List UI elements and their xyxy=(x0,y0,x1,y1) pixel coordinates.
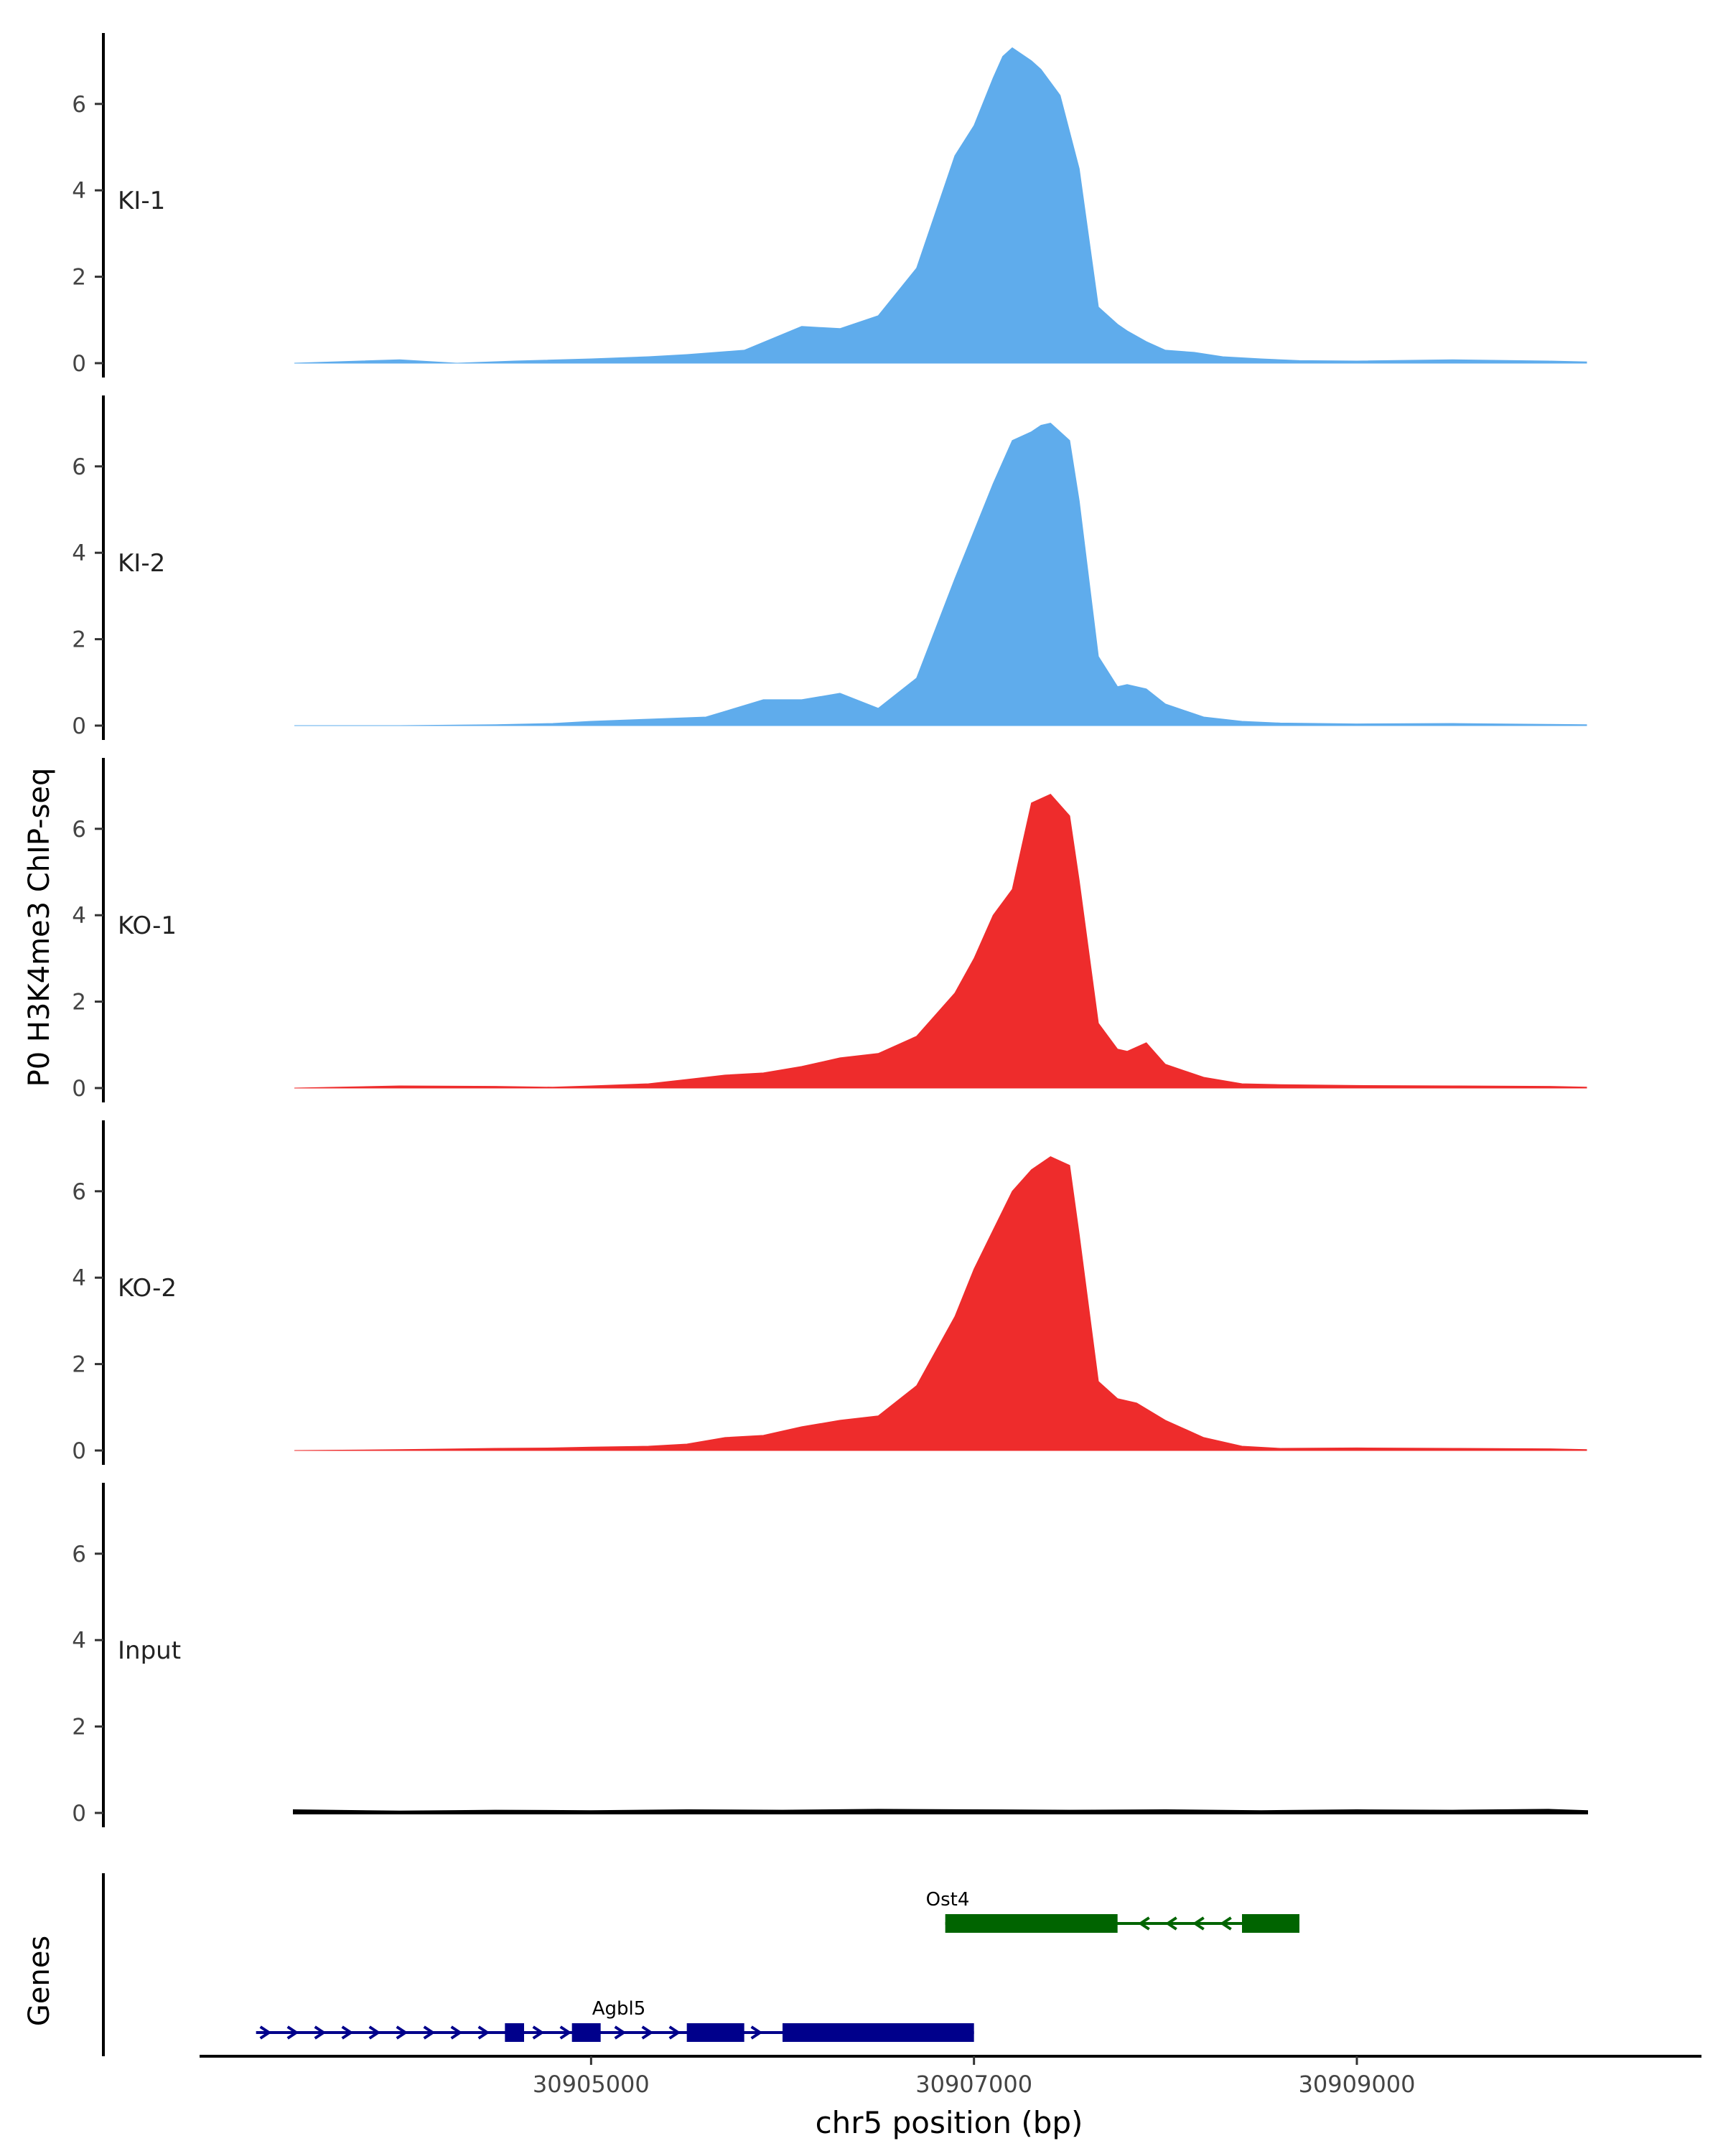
gene-strand-arrow-agbl5 xyxy=(396,2025,408,2040)
gene-strand-arrow-agbl5 xyxy=(559,2025,572,2040)
signal-area-ko-1 xyxy=(294,793,1587,1089)
gene-strand-arrow-agbl5 xyxy=(614,2025,627,2040)
signal-area-ko-2 xyxy=(294,1156,1587,1451)
y-tick-label-ki-1-2: 2 xyxy=(72,265,86,291)
y-tick-label-ki-2-6: 6 xyxy=(72,454,86,480)
y-tick-label-ki-2-4: 4 xyxy=(72,540,86,566)
gene-strand-arrow-agbl5 xyxy=(477,2025,490,2040)
signal-area-ki-1 xyxy=(294,47,1587,364)
x-tick-label-30905000: 30905000 xyxy=(533,2071,650,2098)
gene-strand-arrow-agbl5 xyxy=(286,2025,299,2040)
y-tick-label-ko-1-4: 4 xyxy=(72,903,86,929)
gene-strand-arrow-agbl5 xyxy=(341,2025,354,2040)
y-axis-title: P0 H3K4me3 ChIP-seq xyxy=(23,768,56,1087)
gene-strand-arrow-ost4 xyxy=(1220,1916,1232,1931)
track-label-ko-2: KO-2 xyxy=(118,1274,177,1303)
gene-strand-arrow-agbl5 xyxy=(423,2025,436,2040)
y-tick-label-ko-2-2: 2 xyxy=(72,1352,86,1378)
y-tick-label-input-2: 2 xyxy=(72,1715,86,1740)
y-tick-label-ki-2-2: 2 xyxy=(72,627,86,653)
x-axis-title: chr5 position (bp) xyxy=(816,2105,1083,2140)
gene-exon-agbl5-1 xyxy=(505,2023,524,2042)
y-tick-label-ko-2-4: 4 xyxy=(72,1265,86,1291)
gene-label-agbl5: Agbl5 xyxy=(592,1998,646,2020)
y-tick-label-ki-2-0: 0 xyxy=(72,713,86,739)
gene-strand-arrow-ost4 xyxy=(1138,1916,1150,1931)
gene-label-ost4: Ost4 xyxy=(926,1889,970,1911)
gene-strand-arrow-agbl5 xyxy=(641,2025,654,2040)
y-tick-label-ko-2-0: 0 xyxy=(72,1438,86,1464)
gene-strand-arrow-agbl5 xyxy=(368,2025,381,2040)
gene-strand-arrow-ost4 xyxy=(1165,1916,1177,1931)
track-label-input: Input xyxy=(118,1636,181,1665)
y-tick-label-ki-1-6: 6 xyxy=(72,92,86,118)
y-tick-label-ko-1-2: 2 xyxy=(72,990,86,1016)
track-label-ki-2: KI-2 xyxy=(118,549,165,578)
gene-strand-arrow-agbl5 xyxy=(314,2025,327,2040)
gene-strand-arrow-ost4 xyxy=(1192,1916,1205,1931)
y-tick-label-ko-2-6: 6 xyxy=(72,1179,86,1205)
x-tick-label-30909000: 30909000 xyxy=(1299,2071,1416,2098)
gene-strand-arrow-agbl5 xyxy=(450,2025,463,2040)
y-tick-label-input-4: 4 xyxy=(72,1628,86,1654)
gene-strand-arrow-agbl5 xyxy=(532,2025,545,2040)
gene-exon-ost4-1 xyxy=(945,1914,1118,1933)
gene-strand-arrow-agbl5 xyxy=(259,2025,272,2040)
y-tick-label-ki-1-4: 4 xyxy=(72,178,86,204)
track-label-ko-1: KO-1 xyxy=(118,911,177,940)
y-tick-label-input-0: 0 xyxy=(72,1801,86,1827)
signal-area-ki-2 xyxy=(294,423,1587,726)
y-tick-label-ko-1-6: 6 xyxy=(72,817,86,843)
gene-exon-agbl5-4 xyxy=(783,2023,974,2042)
gene-exon-ost4-2 xyxy=(1242,1914,1299,1933)
y-tick-label-input-6: 6 xyxy=(72,1542,86,1567)
gene-exon-agbl5-2 xyxy=(571,2023,601,2042)
x-tick-label-30907000: 30907000 xyxy=(915,2071,1032,2098)
genes-axis-title: Genes xyxy=(23,1936,56,2026)
gene-strand-arrow-agbl5 xyxy=(750,2025,763,2040)
track-label-ki-1: KI-1 xyxy=(118,187,165,215)
signal-area-input xyxy=(293,1809,1588,1814)
gene-strand-arrow-agbl5 xyxy=(668,2025,681,2040)
y-tick-label-ko-1-0: 0 xyxy=(72,1076,86,1102)
gene-exon-agbl5-3 xyxy=(686,2023,744,2042)
y-tick-label-ki-1-0: 0 xyxy=(72,351,86,377)
